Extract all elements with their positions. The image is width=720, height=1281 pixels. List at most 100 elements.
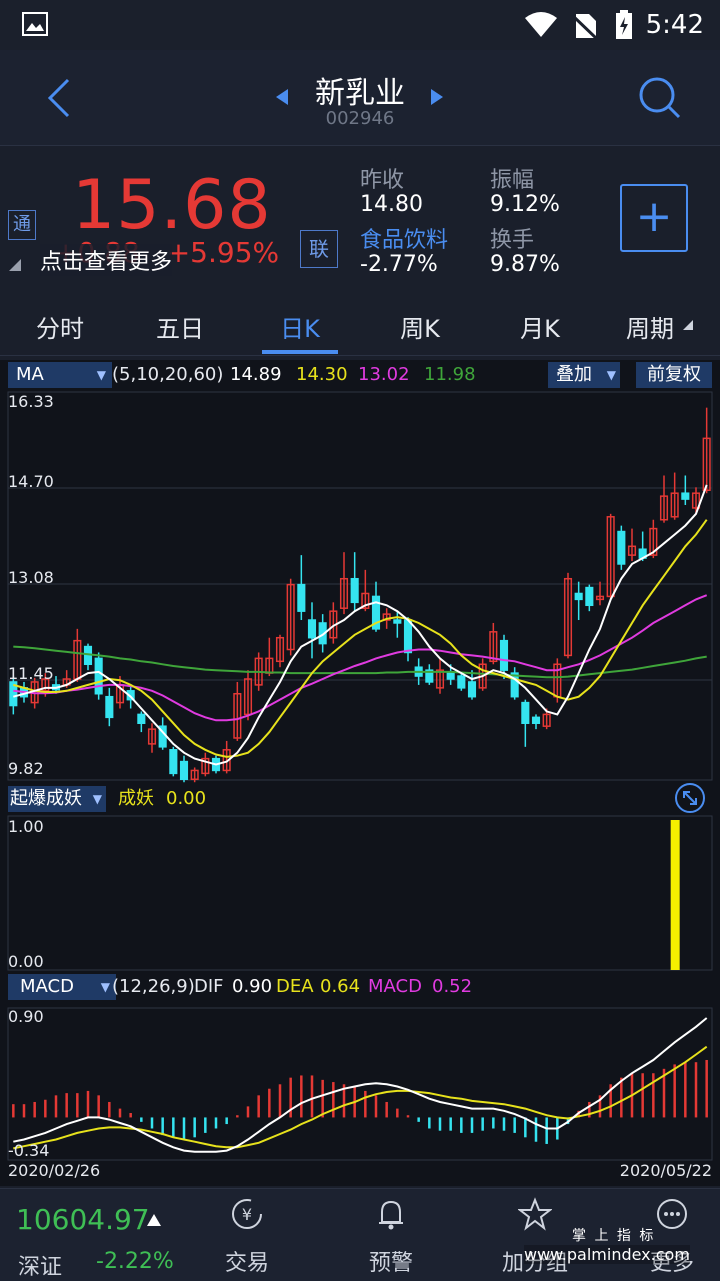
candle-body — [147, 728, 157, 745]
tong-badge[interactable]: 通 — [8, 210, 36, 240]
sector-change: -2.77% — [360, 252, 438, 277]
nav-alert-label: 预警 — [368, 1251, 413, 1276]
index-change: -2.22% — [96, 1249, 174, 1274]
turnover-value: 9.87% — [490, 252, 560, 277]
ma-selector[interactable]: MA ▼ — [8, 362, 112, 388]
tab-intraday[interactable]: 分时 — [36, 315, 84, 343]
sector-link[interactable]: 食品饮料 — [360, 228, 449, 253]
search-icon[interactable] — [636, 74, 682, 120]
candle-body — [531, 716, 541, 724]
yao-chevron-icon: ▼ — [92, 792, 102, 806]
active-tab-indicator — [262, 350, 338, 354]
price-axis-label: 14.70 — [8, 472, 54, 491]
macd-value: 0.52 — [432, 976, 473, 997]
tab-five-day[interactable]: 五日 — [156, 315, 204, 343]
adjust-price-button[interactable]: 前复权 — [636, 362, 712, 388]
candle-body — [361, 592, 370, 609]
candle-body — [371, 595, 381, 630]
candle-body — [457, 675, 466, 689]
gallery-icon — [22, 12, 48, 36]
bell-icon — [379, 1200, 403, 1230]
corner-indicator-icon — [9, 259, 21, 271]
add-watchlist-button[interactable]: + — [620, 184, 688, 252]
candle-body — [521, 701, 530, 724]
back-icon[interactable] — [44, 78, 74, 118]
period-dropdown-icon[interactable] — [682, 319, 694, 331]
more-icon — [657, 1199, 687, 1229]
nav-more[interactable]: 更多 — [624, 1197, 720, 1277]
yao-indicator-bar: 起爆成妖 ▼ 成妖 0.00 — [0, 782, 720, 814]
macd-pane-frame — [7, 1007, 713, 1161]
candle-body — [499, 639, 509, 671]
candle-body — [105, 695, 114, 719]
no-sim-icon — [572, 14, 598, 40]
macd-indicator-bar: MACD ▼ (12,26,9) DIF 0.90 DEA 0.64 MACD … — [0, 972, 720, 1002]
yuan-exchange-icon: ¥ — [232, 1199, 262, 1229]
index-name: 深证 — [18, 1255, 63, 1280]
candle-body — [233, 693, 242, 739]
ma5-line — [13, 484, 708, 766]
candle-body — [595, 595, 605, 601]
ma-indicator-bar: MA ▼ (5,10,20,60) 14.89 14.30 13.02 11.9… — [0, 360, 720, 390]
candle-body — [94, 657, 103, 695]
candle-body — [542, 713, 551, 727]
overlay-chevron-icon: ▼ — [606, 368, 616, 382]
tab-daily-k[interactable]: 日K — [280, 315, 320, 343]
candle-body — [425, 669, 434, 683]
stock-name: 新乳业 — [315, 76, 405, 111]
expand-icon[interactable] — [674, 782, 706, 814]
dea-label: DEA — [276, 976, 314, 997]
nav-alert[interactable]: 预警 — [336, 1197, 446, 1277]
macd-selector[interactable]: MACD ▼ — [8, 974, 116, 1000]
price-axis-label: 16.33 — [8, 392, 54, 411]
nav-trade[interactable]: ¥ 交易 — [192, 1197, 302, 1277]
dea-value: 0.64 — [320, 976, 361, 997]
candle-body — [137, 713, 146, 724]
candle-body — [393, 619, 402, 624]
lian-badge[interactable]: 联 — [300, 230, 338, 268]
ma60-value: 11.98 — [424, 364, 476, 385]
macd-axis-top: 0.90 — [8, 1007, 44, 1026]
stock-code: 002946 — [325, 108, 395, 129]
candle-body — [649, 527, 658, 556]
bottom-bar: 10604.97 深证 -2.22% ¥ 交易 预警 加分组 更多 掌 上 指 … — [0, 1188, 720, 1281]
wifi-icon — [525, 12, 557, 37]
index-value[interactable]: 10604.97 — [16, 1203, 150, 1236]
chevron-down-icon: ▼ — [96, 368, 106, 382]
yao-selector[interactable]: 起爆成妖 ▼ — [8, 786, 106, 812]
ma-selector-label: MA — [16, 364, 44, 385]
nav-more-label: 更多 — [649, 1251, 694, 1276]
overlay-button[interactable]: 叠加 ▼ — [548, 362, 620, 388]
more-info-tip[interactable]: 点击查看更多 — [40, 244, 173, 276]
candle-body — [190, 769, 199, 781]
tab-period[interactable]: 周期 — [626, 315, 674, 343]
dif-value: 0.90 — [232, 976, 273, 997]
ma60-line — [13, 645, 707, 679]
candle-body — [489, 631, 498, 663]
next-stock-icon[interactable] — [429, 88, 445, 106]
watermark-cn: 掌 上 指 标 — [572, 1228, 656, 1244]
kline-chart[interactable]: 16.33 14.70 13.08 11.45 9.82 1.00 0.00 0… — [0, 390, 720, 1186]
macd-params: (12,26,9) — [112, 976, 195, 997]
price-change-pct: +5.95% — [166, 236, 280, 269]
turnover-label: 换手 — [490, 228, 535, 253]
candle-body — [691, 492, 701, 509]
nav-add-group[interactable]: 加分组 — [480, 1197, 590, 1277]
nav-add-group-label: 加分组 — [501, 1251, 568, 1276]
current-price: 15.68 — [72, 166, 272, 245]
period-tabs: 分时 五日 日K 周K 月K 周期 — [0, 295, 720, 356]
yao-pane-frame — [7, 815, 713, 971]
macd-label: MACD — [368, 976, 422, 997]
ma-params: (5,10,20,60) — [112, 364, 224, 385]
tab-monthly-k[interactable]: 月K — [520, 315, 560, 343]
plus-icon: + — [635, 191, 673, 242]
candle-body — [9, 681, 18, 707]
candle-body — [350, 577, 359, 604]
candle-body — [382, 613, 391, 621]
tab-weekly-k[interactable]: 周K — [400, 315, 440, 343]
status-bar: 5:42 — [0, 0, 720, 50]
prev-stock-icon[interactable] — [274, 88, 290, 106]
yao-label: 成妖 — [118, 788, 154, 809]
macd-selector-label: MACD — [20, 976, 74, 997]
candle-body — [201, 757, 210, 775]
